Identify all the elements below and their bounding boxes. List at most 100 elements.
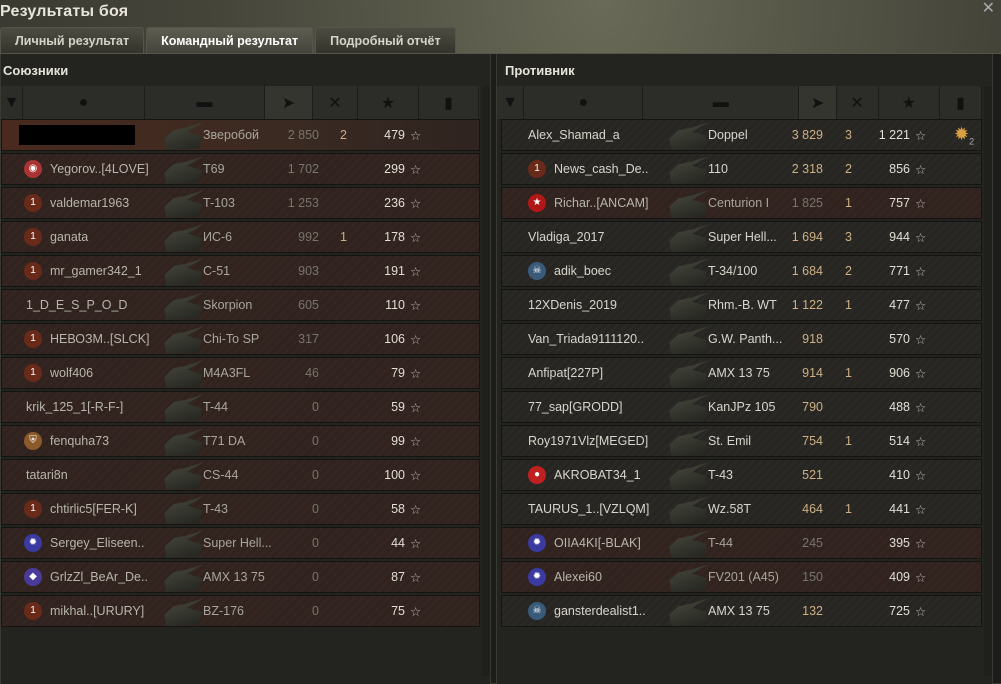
player-row[interactable]: ✹ Sergey_Eliseen.. Super Hell... 0 44 ☆ (1, 527, 480, 559)
player-row[interactable]: krik_125_1[-R-F-] T-44 0 59 ☆ (1, 391, 480, 423)
player-row[interactable]: 1_D_E_S_P_O_D Skorpion 605 110 ☆ (1, 289, 480, 321)
player-row[interactable]: 1 mr_gamer342_1 С-51 903 191 ☆ (1, 255, 480, 287)
player-row[interactable]: 1 wolf406 M4A3FL 46 79 ☆ (1, 357, 480, 389)
tab-detailed[interactable]: Подробный отчёт (315, 27, 456, 53)
tank-name: T-103 (203, 196, 235, 210)
player-name[interactable]: valdemar1963 (50, 196, 130, 210)
scrollbar[interactable] (482, 86, 490, 676)
rank-column-header[interactable]: ▼ (1, 86, 23, 119)
player-name[interactable]: wolf406 (50, 366, 94, 380)
enemies-panel: Противник ▼ ● ▬ ➤ ✕ ★ ▮ Alex_Shamad_a Doppel 3 82… (496, 54, 993, 684)
player-row[interactable]: 77_sap[GRODD] KanJPz 105 790 488 ☆ (501, 391, 982, 423)
player-name[interactable]: НЕВОЗМ..[SLCK] (50, 332, 150, 346)
player-name[interactable]: krik_125_1[-R-F-] (26, 400, 124, 414)
close-icon[interactable]: ✕ (981, 0, 995, 17)
tab-team[interactable]: Командный результат (146, 27, 314, 53)
tank-name: T-44 (708, 536, 734, 550)
player-name[interactable]: fenquha73 (50, 434, 110, 448)
player-row[interactable]: 1 News_cash_De.. 110 2 318 2 856 ☆ (501, 153, 982, 185)
player-row[interactable]: Зверобой 2 850 2 479 ☆ (1, 119, 480, 151)
tank-icon (669, 360, 709, 388)
player-row[interactable]: ⛨ fenquha73 T71 DA 0 99 ☆ (1, 425, 480, 457)
xp-value: 906 (889, 366, 910, 380)
player-row[interactable]: ◆ GrlzZl_BeAr_De.. AMX 13 75 0 87 ☆ (1, 561, 480, 593)
tank-name: AMX 13 75 (708, 604, 770, 618)
xp-value: 479 (384, 128, 405, 142)
player-row[interactable]: 1 mikhal..[URURY] BZ-176 0 75 ☆ (1, 595, 480, 627)
player-row[interactable]: ☠ gansterdealist1.. AMX 13 75 132 725 ☆ (501, 595, 982, 627)
medal-icon[interactable]: ✹2 (954, 124, 975, 147)
player-row[interactable]: ✹ OIIA4KI[-BLAK] T-44 245 395 ☆ (501, 527, 982, 559)
player-row[interactable]: Alex_Shamad_a Doppel 3 829 3 1 221 ☆ ✹2 (501, 119, 982, 151)
medal-column-header[interactable]: ▮ (940, 86, 982, 119)
player-row[interactable]: TAURUS_1..[VZLQM] Wz.58T 464 1 441 ☆ (501, 493, 982, 525)
player-row[interactable]: 1 valdemar1963 T-103 1 253 236 ☆ (1, 187, 480, 219)
player-name[interactable]: Alexei60 (554, 570, 602, 584)
player-name[interactable]: News_cash_De.. (554, 162, 649, 176)
player-name[interactable]: Van_Triada9111120.. (528, 332, 645, 346)
tank-icon (164, 360, 204, 388)
player-name[interactable]: 12XDenis_2019 (528, 298, 617, 312)
tank-name: Centurion I (708, 196, 770, 210)
player-row[interactable]: Anfipat[227P] AMX 13 75 914 1 906 ☆ (501, 357, 982, 389)
scrollbar[interactable] (984, 86, 992, 676)
kills-value: 1 (845, 366, 852, 380)
player-row[interactable]: tatari8n CS-44 0 100 ☆ (1, 459, 480, 491)
player-name[interactable]: Alex_Shamad_a (528, 128, 620, 142)
player-row[interactable]: ✹ Alexei60 FV201 (A45) 150 409 ☆ (501, 561, 982, 593)
player-name[interactable]: gansterdealist1.. (554, 604, 646, 618)
rank-column-header[interactable]: ▼ (497, 86, 525, 119)
damage-value: 992 (298, 230, 319, 244)
player-row[interactable]: Van_Triada9111120.. G.W. Panth... 918 570 ☆ (501, 323, 982, 355)
kills-column-header[interactable]: ✕ (837, 86, 879, 119)
damage-column-header[interactable]: ➤ (265, 86, 313, 119)
damage-value: 317 (298, 332, 319, 346)
player-name[interactable]: ganata (50, 230, 89, 244)
kills-column-header[interactable]: ✕ (313, 86, 358, 119)
tank-column-header[interactable]: ▬ (643, 86, 800, 119)
player-name[interactable]: adik_boec (554, 264, 611, 278)
player-row[interactable]: ☠ adik_boec T-34/100 1 684 2 771 ☆ (501, 255, 982, 287)
rank-emblem-icon: ◉ (24, 160, 42, 178)
player-name[interactable]: Richar..[ANCAM] (554, 196, 649, 210)
player-name[interactable]: Anfipat[227P] (528, 366, 604, 380)
player-row[interactable]: ◉ Yegorov..[4LOVE] T69 1 702 299 ☆ (1, 153, 480, 185)
player-name[interactable]: mikhal..[URURY] (50, 604, 145, 618)
player-name[interactable]: AKROBAT34_1 (554, 468, 641, 482)
player-row[interactable]: Vladiga_2017 Super Hell... 1 694 3 944 ☆ (501, 221, 982, 253)
player-column-header[interactable]: ● (23, 86, 145, 119)
xp-column-header[interactable]: ★ (879, 86, 941, 119)
player-name[interactable]: mr_gamer342_1 (50, 264, 142, 278)
player-name[interactable]: TAURUS_1..[VZLQM] (528, 502, 650, 516)
player-name[interactable]: chtirlic5[FER-K] (50, 502, 137, 516)
player-name[interactable]: 77_sap[GRODD] (528, 400, 623, 414)
xp-value: 395 (889, 536, 910, 550)
xp-value: 58 (391, 502, 405, 516)
player-row[interactable]: 1 chtirlic5[FER-K] T-43 0 58 ☆ (1, 493, 480, 525)
tank-icon (164, 394, 204, 422)
tank-name: Wz.58T (708, 502, 752, 516)
player-row[interactable]: ● AKROBAT34_1 T-43 521 410 ☆ (501, 459, 982, 491)
player-name[interactable]: tatari8n (26, 468, 68, 482)
player-row[interactable]: 1 ganata ИС-6 992 1 178 ☆ (1, 221, 480, 253)
player-name[interactable]: GrlzZl_BeAr_De.. (50, 570, 148, 584)
player-row[interactable]: Roy1971Vlz[MEGED] St. Emil 754 1 514 ☆ (501, 425, 982, 457)
player-name[interactable]: Roy1971Vlz[MEGED] (528, 434, 649, 448)
player-column-header[interactable]: ● (524, 86, 644, 119)
player-row[interactable]: ★ Richar..[ANCAM] Centurion I 1 825 1 757 ☆ (501, 187, 982, 219)
red-circle-badge-icon: ● (528, 466, 546, 484)
player-name[interactable]: Sergey_Eliseen.. (50, 536, 145, 550)
damage-column-header[interactable]: ➤ (799, 86, 837, 119)
player-row[interactable]: 1 НЕВОЗМ..[SLCK] Chi-To SP 317 106 ☆ (1, 323, 480, 355)
player-name[interactable]: Vladiga_2017 (528, 230, 605, 244)
xp-star-icon: ☆ (915, 469, 927, 483)
player-name[interactable]: OIIA4KI[-BLAK] (554, 536, 641, 550)
player-name[interactable]: 1_D_E_S_P_O_D (26, 298, 128, 312)
xp-value: 725 (889, 604, 910, 618)
xp-column-header[interactable]: ★ (358, 86, 419, 119)
medal-column-header[interactable]: ▮ (419, 86, 479, 119)
player-row[interactable]: 12XDenis_2019 Rhm.-B. WT 1 122 1 477 ☆ (501, 289, 982, 321)
tab-personal[interactable]: Личный результат (0, 27, 145, 53)
tank-column-header[interactable]: ▬ (145, 86, 265, 119)
player-name[interactable]: Yegorov..[4LOVE] (50, 162, 149, 176)
